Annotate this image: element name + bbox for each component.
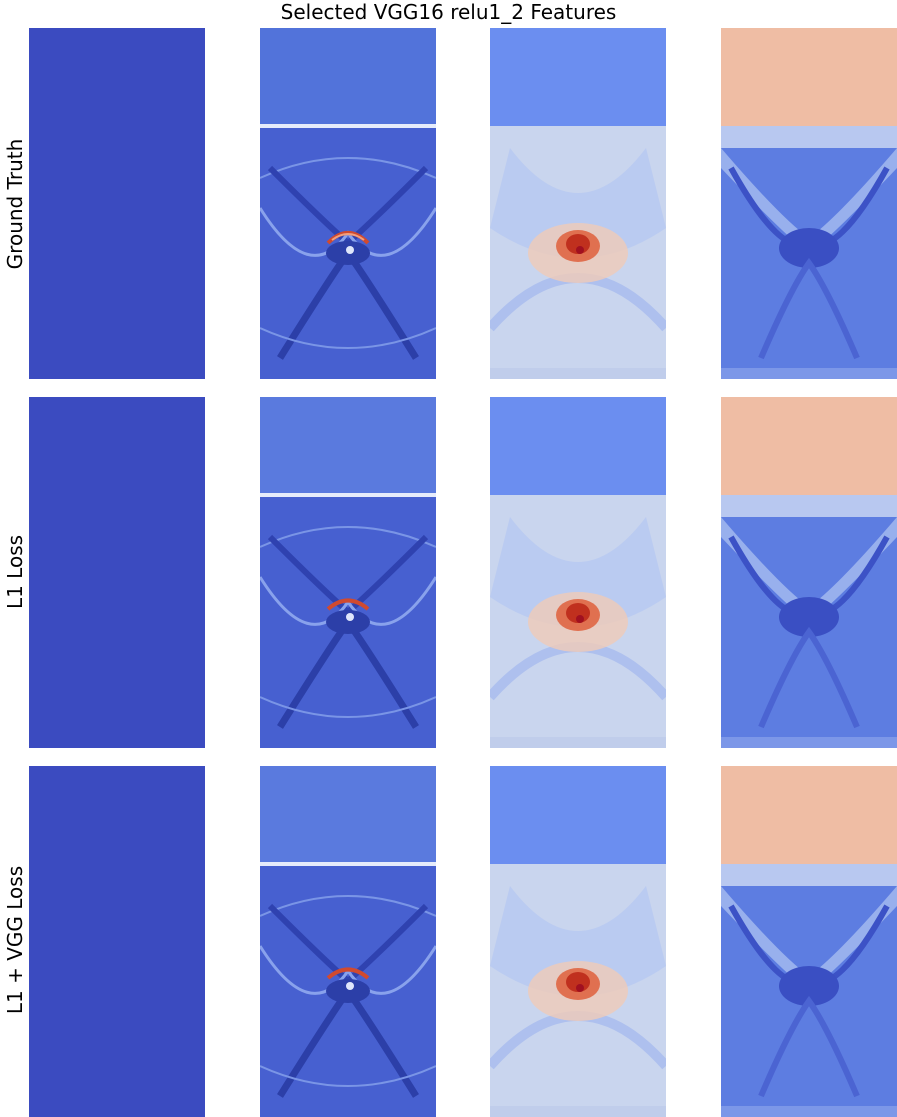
panel-l1-loss-feature-4 bbox=[721, 397, 897, 748]
figure-title: Selected VGG16 relu1_2 Features bbox=[280, 0, 617, 24]
panel-l1-loss-feature-3 bbox=[490, 397, 666, 748]
panel-l1-vgg-loss-feature-1 bbox=[29, 766, 205, 1117]
panel-ground-truth-feature-2 bbox=[260, 28, 436, 379]
panel-l1-vgg-loss-feature-2 bbox=[260, 766, 436, 1117]
panel-l1-loss-feature-1 bbox=[29, 397, 205, 748]
row-label-l1-vgg-loss: L1 + VGG Loss bbox=[3, 865, 27, 1015]
row-label-l1-loss: L1 Loss bbox=[3, 534, 27, 610]
panel-ground-truth-feature-3 bbox=[490, 28, 666, 379]
panel-ground-truth-feature-4 bbox=[721, 28, 897, 379]
panel-l1-loss-feature-2 bbox=[260, 397, 436, 748]
panel-l1-vgg-loss-feature-3 bbox=[490, 766, 666, 1117]
panel-l1-vgg-loss-feature-4 bbox=[721, 766, 897, 1117]
row-label-ground-truth: Ground Truth bbox=[3, 138, 27, 270]
panel-ground-truth-feature-1 bbox=[29, 28, 205, 379]
